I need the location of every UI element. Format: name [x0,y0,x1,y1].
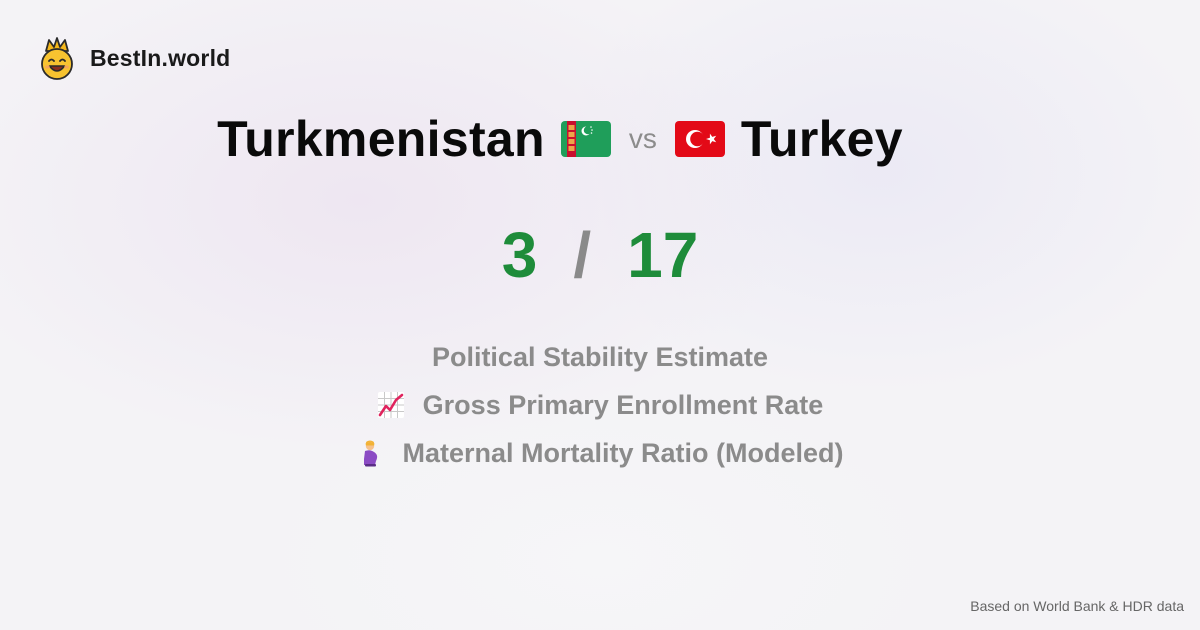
metric-label: Gross Primary Enrollment Rate [422,389,824,420]
metric-label: Political Stability Estimate [431,341,769,372]
data-source-note: Based on World Bank & HDR data [970,598,1184,614]
chart-increasing-icon [377,392,404,418]
brand[interactable]: BestIn.world [38,36,230,80]
metric-maternal-mortality[interactable]: Maternal Mortality Ratio (Modeled) [356,436,844,470]
vs-label: vs [628,123,657,154]
brand-name: BestIn.world [90,44,231,71]
metric-political-stability[interactable]: Political Stability Estimate [432,340,768,374]
right-score: 17 [627,219,699,291]
turkey-flag-icon [674,121,725,157]
metric-label: Maternal Mortality Ratio (Modeled) [402,437,844,468]
score: 3 / 17 [0,218,1200,292]
turkmenistan-flag-icon [560,121,611,157]
crowned-smiley-icon [41,37,73,80]
pregnant-woman-icon [364,440,378,467]
right-country-name[interactable]: Turkey [740,111,903,167]
left-country-name[interactable]: Turkmenistan [217,111,545,167]
metric-primary-enrollment[interactable]: Gross Primary Enrollment Rate [377,388,824,422]
score-separator: / [573,219,592,291]
metrics-list: Political Stability Estimate Gross Prima… [0,340,1200,470]
comparison-headline: Turkmenistan vs Turkey [0,110,1200,168]
left-score: 3 [501,219,538,291]
